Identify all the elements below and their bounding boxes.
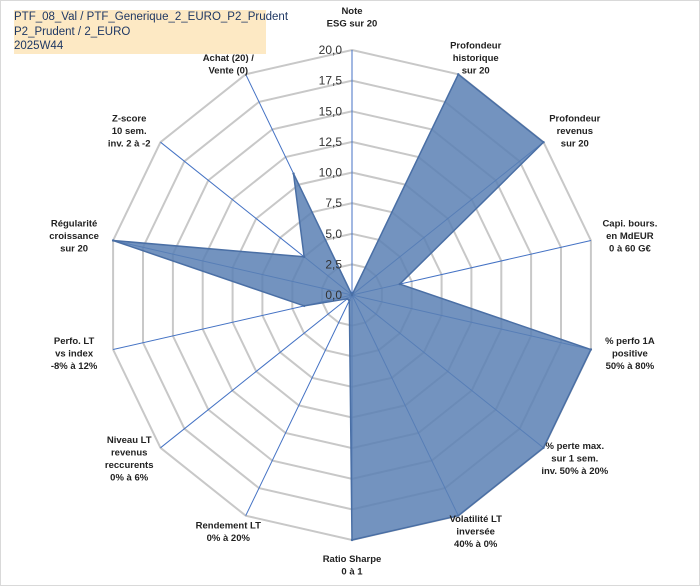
axis-label-line: -8% à 12% [51, 361, 98, 372]
axis-label-line: revenus [557, 126, 593, 137]
axis-label-line: sur 20 [60, 244, 88, 255]
axis-label-line: revenus [111, 448, 147, 459]
series-point [457, 73, 460, 76]
series-point [457, 514, 460, 517]
chart-title-line: PTF_08_Val / PTF_Generique_2_EURO_P2_Pru… [14, 11, 289, 23]
chart-title-line: 2025W44 [14, 40, 64, 52]
series-point [350, 538, 354, 542]
tick-label: 17,5 [319, 74, 343, 88]
tick-label: 12,5 [319, 135, 343, 149]
axis-label-line: en MdEUR [606, 231, 654, 242]
series-point [111, 239, 115, 242]
series-point [398, 282, 401, 286]
axis-label-line: reccurents [105, 460, 154, 471]
axis-label: Régularité croissance sur 20 [49, 219, 99, 255]
axis-label-line: sur 1 sem. [551, 454, 598, 465]
axis-label: Profondeur historique sur 20 [450, 40, 501, 76]
series-point [589, 348, 593, 351]
axis-spoke [245, 294, 353, 516]
axis-label-line: inv. 50% à 20% [541, 466, 608, 477]
axis-label: Perfo. LT vs index -8% à 12% [51, 336, 98, 372]
axis-label-line: sur 20 [462, 65, 490, 76]
series-point [302, 255, 306, 258]
axis-label-line: 40% à 0% [454, 539, 498, 550]
tick-label: 20,0 [319, 43, 343, 57]
axis-label-line: Régularité [51, 219, 97, 230]
axis-label-line: 0 à 1 [341, 567, 363, 578]
axis-label-line: Note [341, 6, 362, 17]
series-point [292, 172, 295, 175]
axis-label-line: % perte max. [545, 441, 604, 452]
axis-label-line: vs index [55, 348, 94, 359]
series-point [542, 446, 545, 449]
axis-spoke [160, 294, 353, 449]
axis-label-line: 0% à 6% [110, 473, 149, 484]
axis-label-line: Profondeur [450, 40, 501, 51]
axis-label-line: historique [453, 53, 499, 64]
axis-label-line: sur 20 [561, 138, 589, 149]
axis-label: Profondeur revenus sur 20 [549, 113, 600, 149]
axis-label: Z-score 10 sem. inv. 2 à -2 [108, 113, 151, 149]
tick-label: 15,0 [319, 104, 343, 118]
radar-series [111, 73, 593, 542]
axis-label-line: Volatilité LT [449, 514, 502, 525]
axis-label: Niveau LT revenus reccurents 0% à 6% [105, 435, 154, 484]
axis-label: Volatilité LT inversée 40% à 0% [449, 514, 502, 550]
axis-label-line: inversée [456, 527, 495, 538]
axis-label: Ratio Sharpe 0 à 1 [323, 554, 382, 578]
axis-label-line: Perfo. LT [54, 336, 95, 347]
series-point [350, 293, 354, 297]
axis-label-line: 0 à 60 G€ [609, 244, 651, 255]
radial-tick-labels: 0,0 2,5 5,0 7,5 10,0 12,5 15,0 17,5 20,0 [319, 43, 343, 302]
chart-title-line: P2_Prudent / 2_EURO [14, 25, 131, 38]
series-point [303, 304, 306, 308]
axis-label: Rendement LT 0% à 20% [196, 521, 261, 545]
axis-label-line: inv. 2 à -2 [108, 138, 151, 149]
axis-label-line: 50% à 80% [606, 361, 655, 372]
axis-label-line: Niveau LT [107, 435, 152, 446]
axis-label-line: 0% à 20% [207, 533, 251, 544]
tick-label: 10,0 [319, 166, 343, 180]
series-point [348, 299, 351, 302]
axis-label-line: croissance [49, 231, 99, 242]
tick-label: 0,0 [325, 288, 342, 302]
axis-label-line: Z-score [112, 113, 146, 124]
tick-label: 5,0 [325, 227, 342, 241]
tick-label: 2,5 [325, 257, 342, 271]
tick-label: 7,5 [325, 196, 342, 210]
axis-label-line: Rendement LT [196, 521, 261, 532]
axis-label-line: ESG sur 20 [327, 19, 378, 30]
axis-label-line: Achat (20) / [203, 53, 255, 64]
axis-label-line: % perfo 1A [605, 336, 655, 347]
axis-label-line: Vente (0) [208, 65, 248, 76]
axis-label-line: positive [612, 348, 648, 359]
series-point [346, 297, 349, 300]
axis-label: Capi. bours. en MdEUR 0 à 60 G€ [602, 219, 657, 255]
series-point [542, 141, 545, 144]
axis-label-line: Ratio Sharpe [323, 554, 382, 565]
axis-label-line: Capi. bours. [602, 219, 657, 230]
axis-label: % perfo 1A positive 50% à 80% [605, 336, 655, 372]
axis-label: Note ESG sur 20 [327, 6, 378, 30]
chart-title-box: PTF_08_Val / PTF_Generique_2_EURO_P2_Pru… [14, 10, 289, 54]
axis-label: % perte max. sur 1 sem. inv. 50% à 20% [541, 441, 608, 477]
axis-label-line: 10 sem. [112, 126, 147, 137]
axis-label-line: Profondeur [549, 113, 600, 124]
